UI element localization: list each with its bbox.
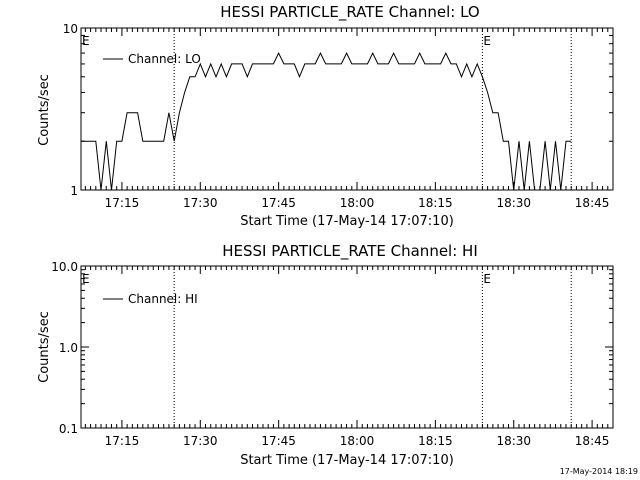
chart-lo-yticks: 1 10 — [63, 22, 613, 198]
chart-hi-xtick-label: 18:30 — [496, 434, 531, 448]
chart-lo-xticks: 17:15 17:30 17:45 18:00 18:15 18:30 18:45 — [84, 28, 614, 210]
chart-lo-ytick-label: 1 — [70, 184, 78, 198]
chart-lo-annotation-e: E — [82, 34, 90, 48]
chart-hi-xtick-label: 17:30 — [183, 434, 218, 448]
chart-lo-annotation-e: E — [483, 34, 491, 48]
chart-hi-ytick-label: 0.1 — [59, 422, 78, 436]
chart-hi-xtick-label: 18:45 — [575, 434, 610, 448]
footer-timestamp: 17-May-2014 18:19 — [560, 467, 638, 476]
chart-lo-title: HESSI PARTICLE_RATE Channel: LO — [220, 3, 479, 22]
chart-lo-xtick-label: 18:15 — [418, 196, 453, 210]
chart-hi-legend-label: Channel: HI — [128, 292, 198, 306]
chart-hi-yticks: 0.1 1.0 10.0 — [51, 260, 613, 436]
chart-lo-ylabel: Counts/sec — [37, 74, 52, 146]
chart-lo-xtick-label: 18:45 — [575, 196, 610, 210]
chart-hi-frame — [80, 265, 614, 429]
chart-lo-ytick-label: 10 — [63, 22, 78, 36]
chart-lo: HESSI PARTICLE_RATE Channel: LO 17:15 17:… — [37, 3, 614, 229]
chart-hi-annotation-e: E — [483, 272, 491, 286]
chart-hi-xlabel: Start Time (17-May-14 17:07:10) — [240, 453, 454, 468]
chart-lo-series-line — [81, 51, 572, 191]
chart-lo-xtick-label: 17:30 — [183, 196, 218, 210]
chart-lo-xtick-label: 18:30 — [496, 196, 531, 210]
chart-hi-xtick-label: 17:45 — [261, 434, 296, 448]
chart-hi-annotation-e: E — [82, 272, 90, 286]
chart-lo-xtick-label: 17:15 — [105, 196, 140, 210]
chart-hi-ytick-label: 1.0 — [59, 341, 78, 355]
chart-hi-xticks: 17:15 17:30 17:45 18:00 18:15 18:30 18:45 — [84, 266, 614, 448]
chart-hi-xtick-label: 18:15 — [418, 434, 453, 448]
chart-lo-xtick-label: 18:00 — [340, 196, 375, 210]
chart-hi-ylabel: Counts/sec — [37, 311, 52, 383]
chart-lo-legend-label: Channel: LO — [128, 52, 201, 66]
chart-hi-xtick-label: 17:15 — [105, 434, 140, 448]
chart-lo-xlabel: Start Time (17-May-14 17:07:10) — [240, 214, 454, 229]
chart-lo-xtick-label: 17:45 — [261, 196, 296, 210]
chart-hi: HESSI PARTICLE_RATE Channel: HI 17:15 17:… — [37, 242, 614, 468]
chart-hi-title: HESSI PARTICLE_RATE Channel: HI — [222, 242, 478, 261]
chart-hi-ytick-label: 10.0 — [51, 260, 78, 274]
chart-hi-xtick-label: 18:00 — [340, 434, 375, 448]
